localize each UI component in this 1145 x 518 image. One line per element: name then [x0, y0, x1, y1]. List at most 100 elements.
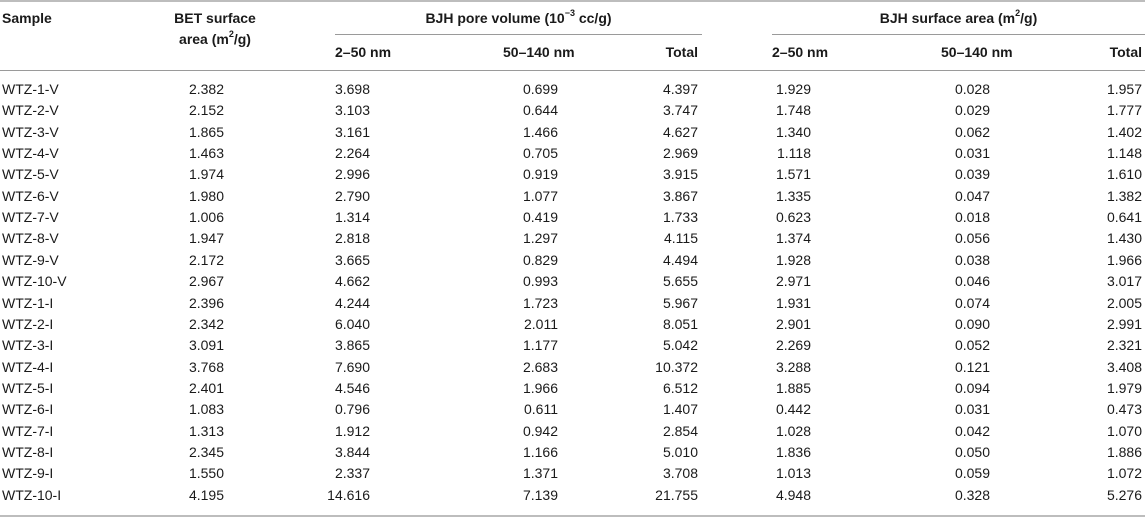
cell-area-total: 1.070 — [1106, 422, 1142, 439]
cell-area-total: 0.641 — [1106, 209, 1142, 226]
cell-pore-2-50: 1.912 — [334, 422, 370, 439]
cell-pore-2-50: 0.796 — [334, 401, 370, 418]
cell-bet-area: 2.152 — [188, 102, 224, 119]
cell-pore-total: 21.755 — [655, 486, 698, 503]
cell-area-total: 3.017 — [1106, 273, 1142, 290]
cell-pore-50-140: 1.177 — [522, 337, 558, 354]
cell-area-total: 1.610 — [1106, 166, 1142, 183]
cell-area-50-140: 0.029 — [954, 102, 990, 119]
table-bottom-rule — [0, 515, 1145, 517]
cell-pore-total: 1.733 — [662, 209, 698, 226]
cell-area-2-50: 1.340 — [775, 123, 811, 140]
cell-bet-area: 1.980 — [188, 187, 224, 204]
cell-pore-total: 5.967 — [662, 294, 698, 311]
cell-pore-total: 5.010 — [662, 443, 698, 460]
cell-pore-50-140: 0.419 — [522, 209, 558, 226]
cell-sample: WTZ-10-I — [2, 486, 62, 503]
cell-area-2-50: 3.288 — [775, 358, 811, 375]
cell-area-50-140: 0.047 — [954, 187, 990, 204]
cell-area-50-140: 0.042 — [954, 422, 990, 439]
cell-sample: WTZ-2-I — [2, 315, 54, 332]
cell-bet-area: 1.947 — [188, 230, 224, 247]
cell-bet-area: 3.091 — [188, 337, 224, 354]
cell-area-2-50: 4.948 — [775, 486, 811, 503]
cell-sample: WTZ-4-V — [2, 145, 59, 162]
cell-area-2-50: 1.335 — [775, 187, 811, 204]
cell-pore-50-140: 0.699 — [522, 81, 558, 97]
cell-sample: WTZ-6-V — [2, 187, 59, 204]
cell-sample: WTZ-6-I — [2, 401, 54, 418]
cell-pore-total: 4.397 — [662, 81, 698, 97]
cell-pore-2-50: 7.690 — [334, 358, 370, 375]
cell-bet-area: 2.345 — [188, 443, 224, 460]
cell-area-2-50: 2.901 — [775, 315, 811, 332]
cell-area-2-50: 1.928 — [775, 251, 811, 268]
cell-pore-2-50: 14.616 — [327, 486, 370, 503]
cell-area-50-140: 0.031 — [954, 401, 990, 418]
cell-pore-50-140: 7.139 — [522, 486, 558, 503]
cell-pore-total: 5.042 — [662, 337, 698, 354]
cell-bet-area: 1.865 — [188, 123, 224, 140]
cell-sample: WTZ-3-I — [2, 337, 54, 354]
cell-area-total: 1.957 — [1106, 81, 1142, 97]
cell-sample: WTZ-5-I — [2, 379, 54, 396]
cell-area-total: 1.382 — [1106, 187, 1142, 204]
cell-area-50-140: 0.028 — [954, 81, 990, 97]
cell-bet-area: 3.768 — [188, 358, 224, 375]
cell-area-total: 3.408 — [1106, 358, 1142, 375]
cell-area-2-50: 2.971 — [775, 273, 811, 290]
cell-area-2-50: 1.836 — [775, 443, 811, 460]
cell-area-2-50: 1.013 — [775, 465, 811, 482]
cell-pore-2-50: 2.790 — [334, 187, 370, 204]
cell-pore-50-140: 0.611 — [524, 401, 558, 418]
cell-area-total: 1.979 — [1106, 379, 1142, 396]
cell-bet-area: 1.006 — [188, 209, 224, 226]
cell-area-50-140: 0.056 — [954, 230, 990, 247]
cell-pore-total: 4.494 — [662, 251, 698, 268]
cell-pore-total: 2.854 — [662, 422, 698, 439]
cell-pore-2-50: 4.546 — [334, 379, 370, 396]
cell-area-2-50: 1.118 — [777, 145, 811, 162]
cell-area-50-140: 0.039 — [954, 166, 990, 183]
cell-pore-50-140: 0.644 — [522, 102, 558, 119]
cell-bet-area: 2.342 — [188, 315, 224, 332]
cell-pore-2-50: 4.662 — [334, 273, 370, 290]
cell-area-2-50: 1.931 — [775, 294, 811, 311]
cell-sample: WTZ-10-V — [2, 273, 67, 290]
header-sample: Sample — [2, 10, 52, 26]
cell-bet-area: 2.396 — [188, 294, 224, 311]
cell-pore-2-50: 4.244 — [334, 294, 370, 311]
cell-pore-total: 6.512 — [662, 379, 698, 396]
cell-pore-2-50: 2.818 — [334, 230, 370, 247]
cell-sample: WTZ-8-V — [2, 230, 59, 247]
cell-pore-2-50: 2.996 — [334, 166, 370, 183]
cell-area-total: 2.991 — [1106, 315, 1142, 332]
cell-bet-area: 1.974 — [188, 166, 224, 183]
cell-pore-2-50: 1.314 — [334, 209, 370, 226]
cell-bet-area: 4.195 — [188, 486, 224, 503]
cell-pore-50-140: 0.942 — [522, 422, 558, 439]
header-pore-volume-group: BJH pore volume (10−3 cc/g) — [425, 8, 612, 26]
cell-sample: WTZ-3-V — [2, 123, 59, 140]
cell-pore-50-140: 1.966 — [522, 379, 558, 396]
cell-area-total: 2.005 — [1106, 294, 1142, 311]
cell-area-50-140: 0.121 — [954, 358, 990, 375]
cell-sample: WTZ-4-I — [2, 358, 54, 375]
cell-pore-total: 8.051 — [662, 315, 698, 332]
cell-bet-area: 1.313 — [188, 422, 224, 439]
cell-area-2-50: 2.269 — [775, 337, 811, 354]
cell-bet-area: 1.463 — [188, 145, 224, 162]
cell-area-50-140: 0.094 — [954, 379, 990, 396]
cell-pore-total: 4.115 — [664, 230, 698, 247]
cell-area-total: 1.886 — [1106, 443, 1142, 460]
cell-area-2-50: 1.028 — [775, 422, 811, 439]
cell-bet-area: 2.401 — [188, 379, 224, 396]
cell-area-total: 2.321 — [1106, 337, 1142, 354]
cell-pore-total: 3.915 — [662, 166, 698, 183]
cell-pore-2-50: 3.103 — [334, 102, 370, 119]
header-pore-total: Total — [665, 44, 698, 60]
cell-pore-50-140: 0.705 — [522, 145, 558, 162]
cell-area-50-140: 0.062 — [954, 123, 990, 140]
cell-area-2-50: 1.929 — [775, 81, 811, 97]
cell-area-total: 1.966 — [1106, 251, 1142, 268]
